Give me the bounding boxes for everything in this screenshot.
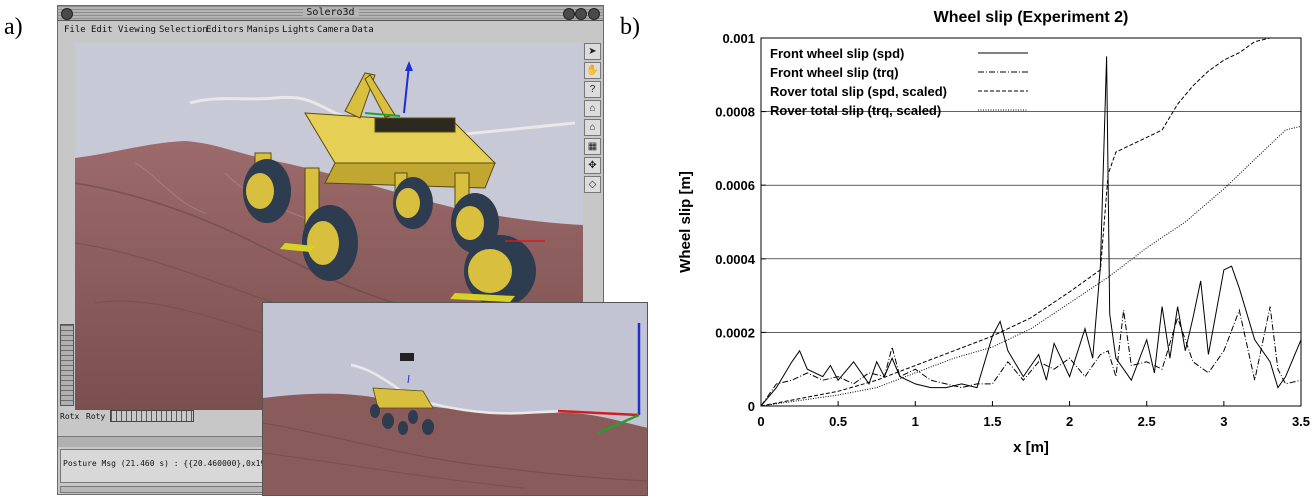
x-tick-label: 0 — [757, 414, 764, 429]
y-axis-label: Wheel slip [m] — [677, 171, 694, 273]
rover-wheels — [243, 159, 536, 307]
menu-viewing[interactable]: Viewing — [118, 25, 156, 35]
wheel-slip-chart: Wheel slip (Experiment 2) 00.00020.00040… — [677, 9, 1310, 456]
hand-icon[interactable]: ✋ — [584, 62, 601, 79]
panel-a-label: a) — [4, 14, 23, 40]
legend-entry: Front wheel slip (trq) — [770, 65, 899, 80]
x-tick-label: 1.5 — [983, 414, 1001, 429]
home-icon[interactable]: ⌂ — [584, 100, 601, 117]
menu-manips[interactable]: Manips — [247, 25, 280, 35]
minimize-icon[interactable] — [563, 8, 575, 20]
x-tick-labels: 0 0.5 1 1.5 2 2.5 3 3.5 — [757, 401, 1310, 429]
menu-camera[interactable]: Camera — [317, 25, 350, 35]
menu-lights[interactable]: Lights — [282, 25, 315, 35]
status-message: Posture Msg (21.460 s) : {{20.460000},0x… — [60, 449, 270, 483]
series-line-4 — [760, 125, 1302, 407]
z-axis — [403, 64, 410, 114]
x-tick-label: 0.5 — [829, 414, 847, 429]
y-tick-label: 0 — [748, 399, 755, 414]
menu-bar: File Edit Viewing Selection Editors Mani… — [58, 22, 603, 39]
horizontal-scrollbar[interactable] — [58, 436, 268, 447]
y-tick-label: 0.0006 — [715, 178, 755, 193]
rotx-label: Rotx — [60, 412, 80, 421]
x-tick-label: 2 — [1066, 414, 1073, 429]
inset-3d-view — [262, 302, 648, 496]
inset-scene — [263, 303, 647, 495]
inset-trail — [350, 363, 564, 415]
menu-selection[interactable]: Selection — [159, 25, 208, 35]
maximize-icon[interactable] — [575, 8, 587, 20]
question-icon[interactable]: ? — [584, 81, 601, 98]
grid-lines — [761, 111, 1301, 333]
status-scrollbar[interactable] — [60, 486, 270, 493]
window-title: Solero3d — [302, 7, 359, 18]
set-home-icon[interactable]: ⌂ — [584, 119, 601, 136]
arrow-icon[interactable]: ➤ — [584, 43, 601, 60]
series-line-2 — [760, 306, 1302, 407]
seek-icon[interactable]: ✥ — [584, 157, 601, 174]
dolly-thumbwheel[interactable] — [60, 324, 74, 406]
panel-b-label: b) — [620, 14, 640, 40]
y-tick-label: 0.001 — [722, 31, 755, 46]
y-tick-label: 0.0008 — [715, 105, 755, 120]
menu-data[interactable]: Data — [352, 25, 374, 35]
y-tick-label: 0.0004 — [715, 252, 756, 267]
viewer-toolbar: ➤ ✋ ? ⌂ ⌂ ▦ ✥ ◇ — [584, 43, 602, 203]
legend-entry: Front wheel slip (spd) — [770, 46, 904, 61]
roty-label: Roty — [86, 412, 106, 421]
title-bar[interactable]: Solero3d — [58, 6, 603, 21]
x-tick-label: 3 — [1220, 414, 1227, 429]
y-tick-labels: 0 0.0002 0.0004 0.0006 0.0008 0.001 — [715, 31, 766, 414]
roty-thumbwheel[interactable] — [110, 410, 194, 422]
x-axis-label: x [m] — [1013, 439, 1049, 456]
y-tick-label: 0.0002 — [715, 325, 755, 340]
legend-entry: Rover total slip (trq, scaled) — [770, 103, 941, 118]
camera-object — [400, 353, 414, 361]
legend-entry: Rover total slip (spd, scaled) — [770, 84, 947, 99]
series-lines — [760, 37, 1302, 407]
inset-x-axis — [557, 409, 640, 417]
legend: Front wheel slip (spd) Front wheel slip (… — [770, 46, 1028, 118]
menu-editors[interactable]: Editors — [206, 25, 244, 35]
series-line-1 — [760, 56, 1302, 407]
menu-edit[interactable]: Edit — [91, 25, 113, 35]
menu-file[interactable]: File — [64, 25, 86, 35]
plot-frame — [760, 37, 1302, 407]
rover — [254, 72, 497, 229]
view-all-icon[interactable]: ▦ — [584, 138, 601, 155]
y-axis — [364, 112, 401, 117]
inset-rover — [370, 387, 434, 435]
perspective-icon[interactable]: ◇ — [584, 176, 601, 193]
series-line-3 — [760, 37, 1271, 407]
close-icon[interactable] — [588, 8, 600, 20]
x-tick-label: 3.5 — [1292, 414, 1310, 429]
inset-y-axis — [597, 413, 640, 435]
x-tick-label: 2.5 — [1138, 414, 1156, 429]
window-menu-icon[interactable] — [61, 8, 73, 20]
chart-title: Wheel slip (Experiment 2) — [934, 9, 1129, 26]
x-tick-label: 1 — [912, 414, 919, 429]
